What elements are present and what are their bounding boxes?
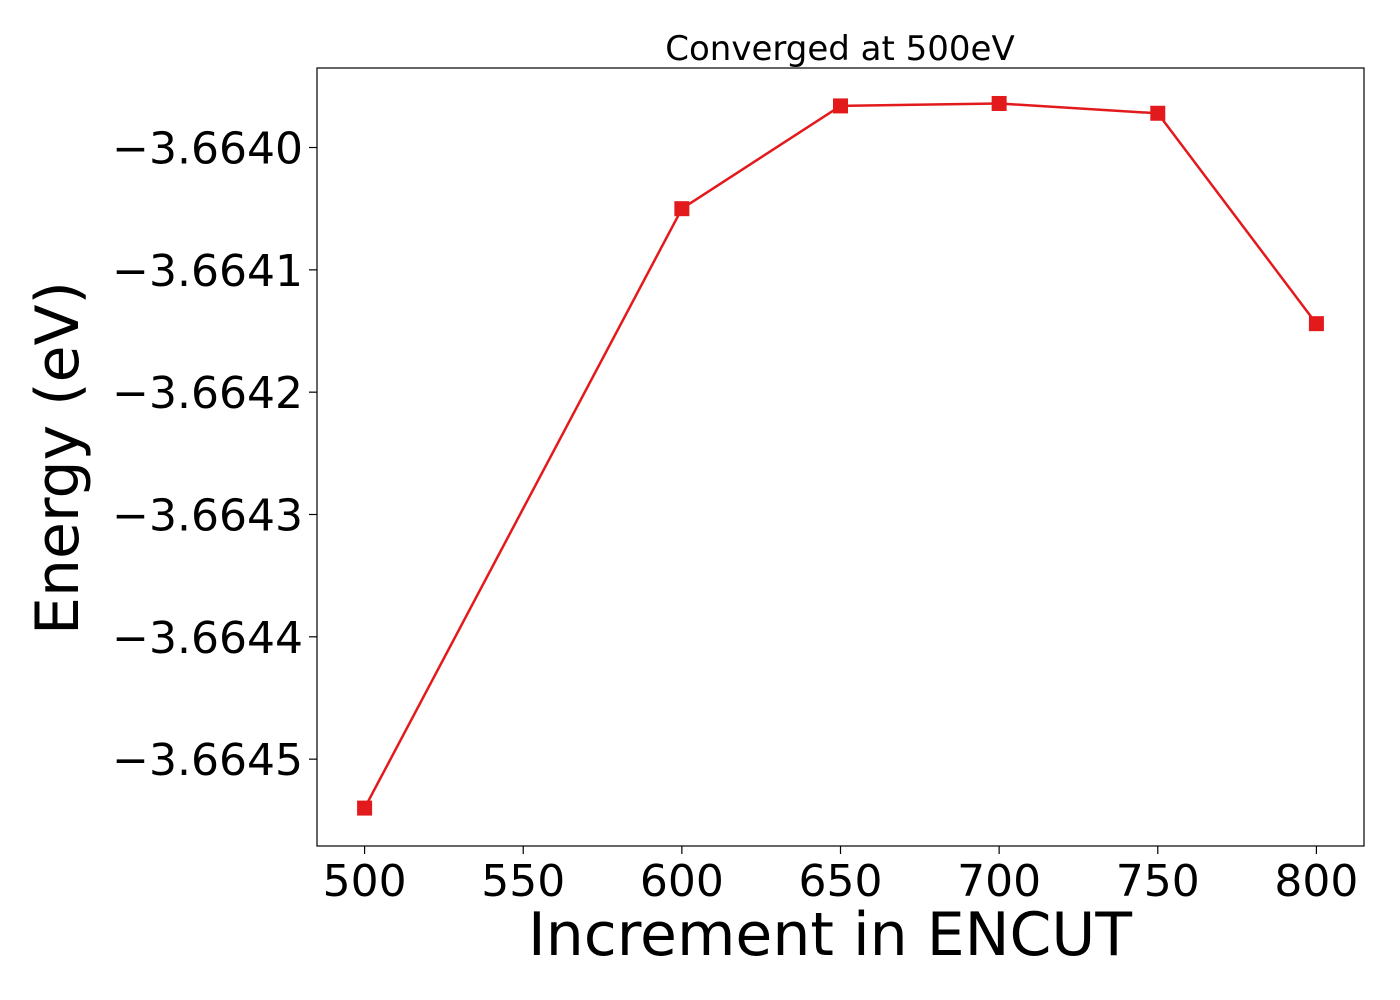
x-axis-ticks: 500 550 600 650 700 750 800 — [323, 846, 1358, 907]
data-point-marker — [1150, 105, 1166, 121]
y-tick-label: −3.6643 — [112, 490, 303, 541]
data-point-marker — [833, 98, 848, 114]
x-tick-label: 750 — [1116, 856, 1200, 907]
y-tick-label: −3.6645 — [112, 735, 303, 786]
x-tick-label: 700 — [957, 856, 1041, 907]
chart-title: Converged at 500eV — [665, 29, 1014, 69]
y-tick-label: −3.6640 — [112, 124, 303, 175]
series-line — [363, 102, 1318, 809]
y-tick-label: −3.6641 — [112, 246, 303, 297]
data-point-marker — [674, 201, 690, 217]
x-tick-label: 500 — [323, 856, 407, 907]
data-point-marker — [1308, 316, 1324, 332]
data-point-marker — [991, 95, 1007, 111]
y-tick-label: −3.6642 — [112, 368, 303, 419]
x-tick-label: 550 — [481, 856, 565, 907]
y-tick-label: −3.6644 — [112, 613, 303, 664]
y-axis-title: Energy (eV) — [23, 281, 93, 635]
plot-frame — [316, 67, 1365, 847]
x-tick-label: 800 — [1274, 856, 1358, 907]
x-axis-title: Increment in ENCUT — [528, 900, 1132, 970]
plot-area — [316, 67, 1365, 847]
data-point-marker — [357, 800, 373, 816]
x-tick-label: 650 — [799, 856, 883, 907]
y-axis-ticks: −3.6645 −3.6644 −3.6643 −3.6642 −3.6641 −3.66… — [112, 124, 317, 786]
x-tick-label: 600 — [640, 856, 724, 907]
